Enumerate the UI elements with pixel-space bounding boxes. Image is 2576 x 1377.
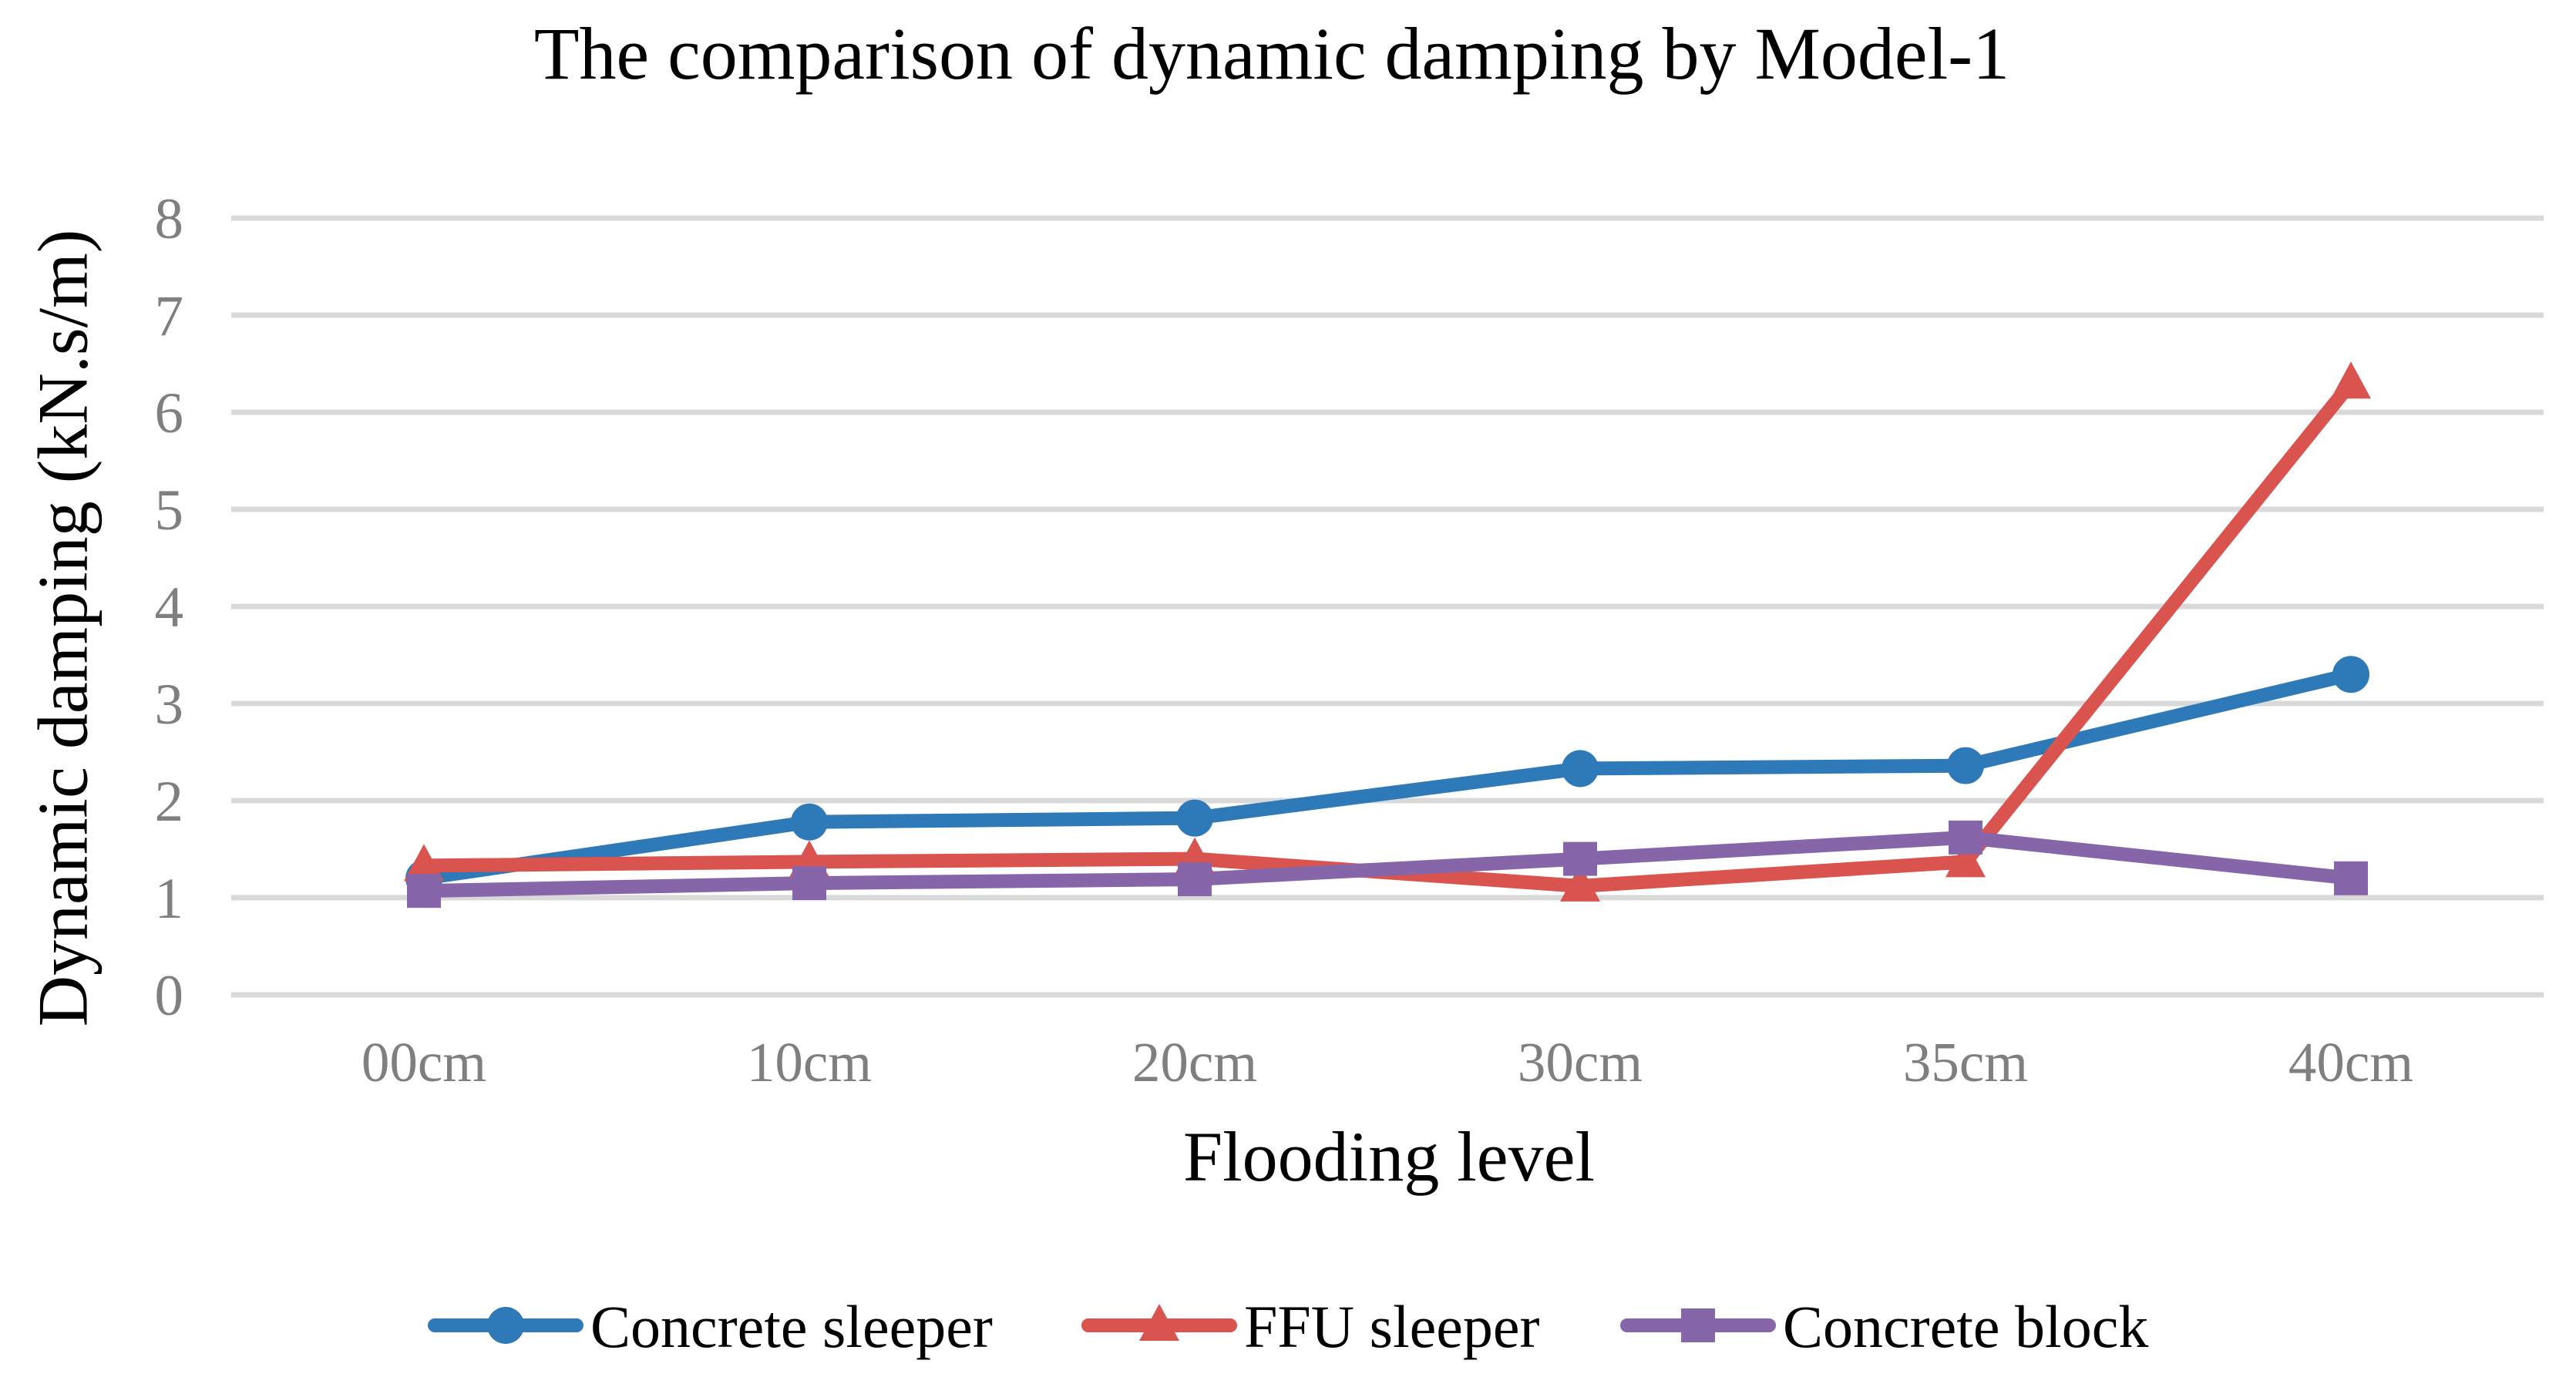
legend-item-concrete-block: Concrete block: [1620, 1293, 2148, 1360]
legend-marker-ffu-sleeper: [1139, 1304, 1179, 1341]
gridlines-layer: [231, 215, 2544, 998]
legend: Concrete sleeper FFU sleeper Concrete bloc…: [428, 1293, 2148, 1360]
marker-concrete-sleeper-30cm: [1562, 750, 1599, 788]
marker-concrete-block-10cm: [792, 866, 826, 901]
marker-concrete-block-30cm: [1563, 841, 1597, 876]
y-tick-label-8: 8: [155, 187, 184, 251]
x-tick-label-00cm: 00cm: [362, 1031, 486, 1093]
y-tick-label-0: 0: [155, 964, 184, 1028]
marker-concrete-block-20cm: [1178, 862, 1212, 897]
y-tick-label-4: 4: [155, 576, 184, 640]
legend-label-concrete-block: Concrete block: [1783, 1293, 2148, 1360]
marker-concrete-sleeper-10cm: [791, 803, 828, 841]
y-tick-label-6: 6: [155, 381, 184, 445]
legend-label-concrete-sleeper: Concrete sleeper: [590, 1293, 993, 1360]
legend-label-ffu-sleeper: FFU sleeper: [1244, 1293, 1539, 1360]
marker-ffu-sleeper-00cm: [404, 844, 444, 882]
series-line-concrete-block: [417, 830, 2358, 898]
x-tick-label-40cm: 40cm: [2288, 1031, 2413, 1093]
legend-marker-concrete-sleeper: [487, 1307, 524, 1344]
marker-concrete-sleeper-40cm: [2332, 656, 2369, 694]
x-axis-title: Flooding level: [1183, 1117, 1595, 1196]
x-tick-label-20cm: 20cm: [1132, 1031, 1257, 1093]
y-axis-title: Dynamic damping (kN.s/m): [23, 230, 102, 1027]
marker-concrete-sleeper-35cm: [1947, 747, 1984, 784]
marker-concrete-block-40cm: [2334, 861, 2368, 895]
legend-item-ffu-sleeper: FFU sleeper: [1081, 1293, 1539, 1360]
series-concrete-block: [407, 820, 2368, 908]
marker-concrete-block-00cm: [407, 874, 441, 908]
marker-ffu-sleeper-30cm: [1560, 864, 1600, 902]
x-tick-label-35cm: 35cm: [1903, 1031, 2028, 1093]
legend-marker-concrete-block: [1681, 1308, 1715, 1342]
marker-concrete-sleeper-20cm: [1176, 799, 1213, 837]
series-line-concrete-sleeper: [417, 667, 2358, 885]
y-tick-label-2: 2: [155, 770, 184, 834]
y-tick-label-1: 1: [155, 867, 184, 931]
legend-item-concrete-sleeper: Concrete sleeper: [428, 1293, 993, 1360]
marker-ffu-sleeper-40cm: [2331, 361, 2371, 399]
y-tick-label-5: 5: [155, 479, 184, 542]
marker-ffu-sleeper-35cm: [1945, 840, 1986, 878]
chart-title: The comparison of dynamic damping by Mod…: [534, 12, 2009, 95]
series-line-ffu-sleeper: [417, 376, 2358, 893]
y-tick-label-7: 7: [155, 284, 184, 348]
x-tick-label-10cm: 10cm: [747, 1031, 872, 1093]
marker-concrete-block-35cm: [1949, 820, 1982, 855]
series-layer: [404, 361, 2371, 908]
y-tick-label-3: 3: [155, 673, 184, 737]
series-ffu-sleeper: [404, 361, 2371, 902]
x-tick-label-30cm: 30cm: [1518, 1031, 1643, 1093]
axis-ticks-layer: 0 1 2 3 4 5 6 7 8 00cm 10cm 20cm 30cm 35cm 40cm: [155, 187, 2414, 1093]
